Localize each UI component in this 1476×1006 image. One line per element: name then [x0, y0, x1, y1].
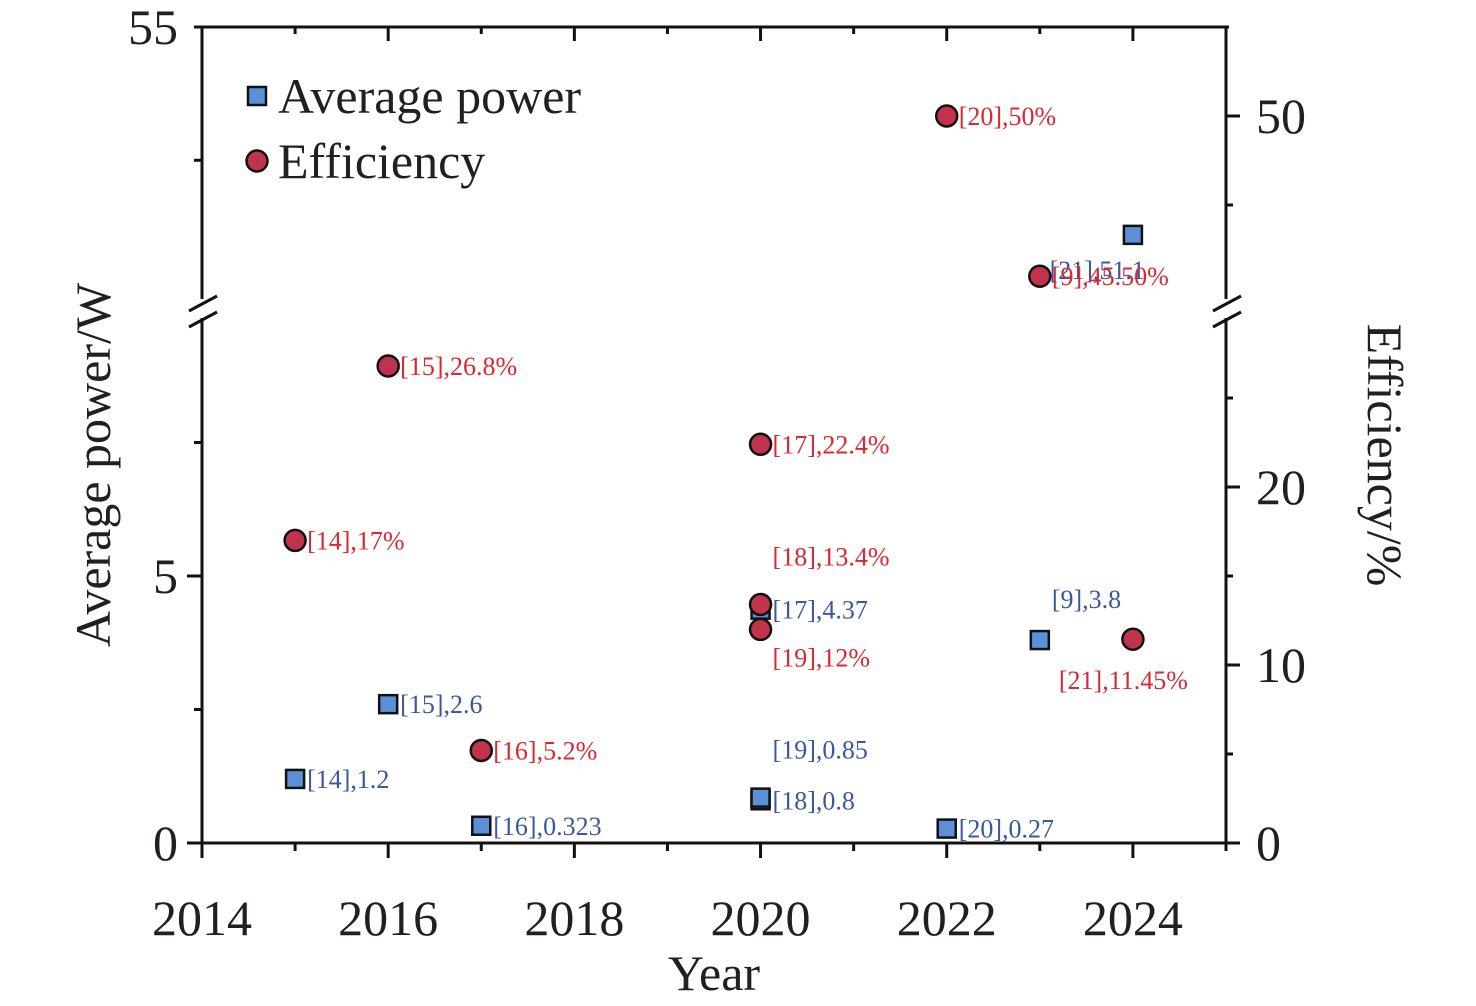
legend-circle-icon	[245, 149, 269, 173]
y-left-tick-label: 0	[153, 815, 178, 871]
y-left-tick-label: 55	[128, 0, 178, 55]
data-label: [20],50%	[959, 102, 1056, 131]
data-label: [19],0.85	[773, 736, 868, 765]
data-label: [9],3.8	[1052, 585, 1121, 614]
circle-marker	[1028, 264, 1052, 288]
data-label: [21],11.45%	[1059, 666, 1188, 695]
square-marker	[284, 768, 306, 790]
data-label: [17],22.4%	[773, 430, 890, 459]
data-labels: [14],1.2 [15],2.6 [16],0.323 [17],4.37 [18],…	[307, 102, 1188, 844]
square-marker	[471, 815, 492, 837]
circle-marker	[469, 738, 494, 763]
square-marker	[936, 818, 957, 839]
square-marker	[377, 693, 399, 715]
y-right-tick-label: 20	[1256, 459, 1306, 515]
legend-label-average-power: Average power	[278, 68, 581, 124]
data-label: [20],0.27	[959, 815, 1054, 844]
right-axis-break-mark	[1212, 294, 1242, 313]
left-axis-break-mark	[188, 294, 218, 313]
data-label: [21],51.1	[1050, 256, 1145, 285]
x-tick-label: 2016	[338, 890, 438, 946]
x-tick-label: 2020	[711, 890, 811, 946]
legend-square-icon	[246, 85, 268, 107]
data-marks	[283, 104, 1145, 839]
data-label: [18],13.4%	[773, 542, 890, 571]
square-marker	[1029, 629, 1051, 651]
data-label: [15],2.6	[400, 690, 482, 719]
ticks	[187, 27, 1240, 858]
x-tick-label: 2024	[1083, 890, 1183, 946]
data-label: [14],17%	[307, 526, 404, 555]
data-label: [15],26.8%	[400, 352, 517, 381]
x-tick-label: 2014	[152, 890, 252, 946]
circle-marker	[934, 104, 959, 128]
data-label: [14],1.2	[307, 765, 389, 794]
y-right-tick-label: 0	[1256, 815, 1281, 871]
legend: Average power Efficiency	[245, 68, 581, 189]
y-axis-left-title: Average power/W	[65, 282, 121, 647]
square-marker	[750, 787, 771, 808]
circle-marker	[748, 617, 773, 642]
legend-label-efficiency: Efficiency	[278, 133, 485, 189]
circle-marker	[376, 354, 400, 378]
data-label: [16],0.323	[493, 812, 601, 841]
axes	[188, 25, 1242, 858]
data-label: [17],4.37	[773, 596, 868, 625]
data-label: [19],12%	[773, 643, 870, 672]
x-tick-label: 2018	[524, 890, 624, 946]
circle-marker	[283, 528, 307, 553]
circle-marker	[748, 432, 773, 457]
x-axis-title: Year	[668, 945, 760, 1001]
y-axis-right-title: Efficiency/%	[1357, 324, 1413, 587]
y-right-tick-label: 50	[1256, 88, 1306, 144]
data-label: [16],5.2%	[493, 736, 597, 765]
circle-marker	[1121, 627, 1145, 651]
data-label: [9],45.50%	[1052, 262, 1169, 291]
square-marker	[1122, 224, 1144, 246]
right-axis-break-mark	[1212, 310, 1242, 329]
x-tick-label: 2022	[897, 890, 997, 946]
left-axis-break-mark	[188, 310, 218, 329]
data-label: [18],0.8	[773, 786, 855, 815]
y-left-tick-label: 5	[153, 548, 178, 604]
circle-marker	[748, 592, 773, 617]
y-right-tick-label: 10	[1256, 637, 1306, 693]
